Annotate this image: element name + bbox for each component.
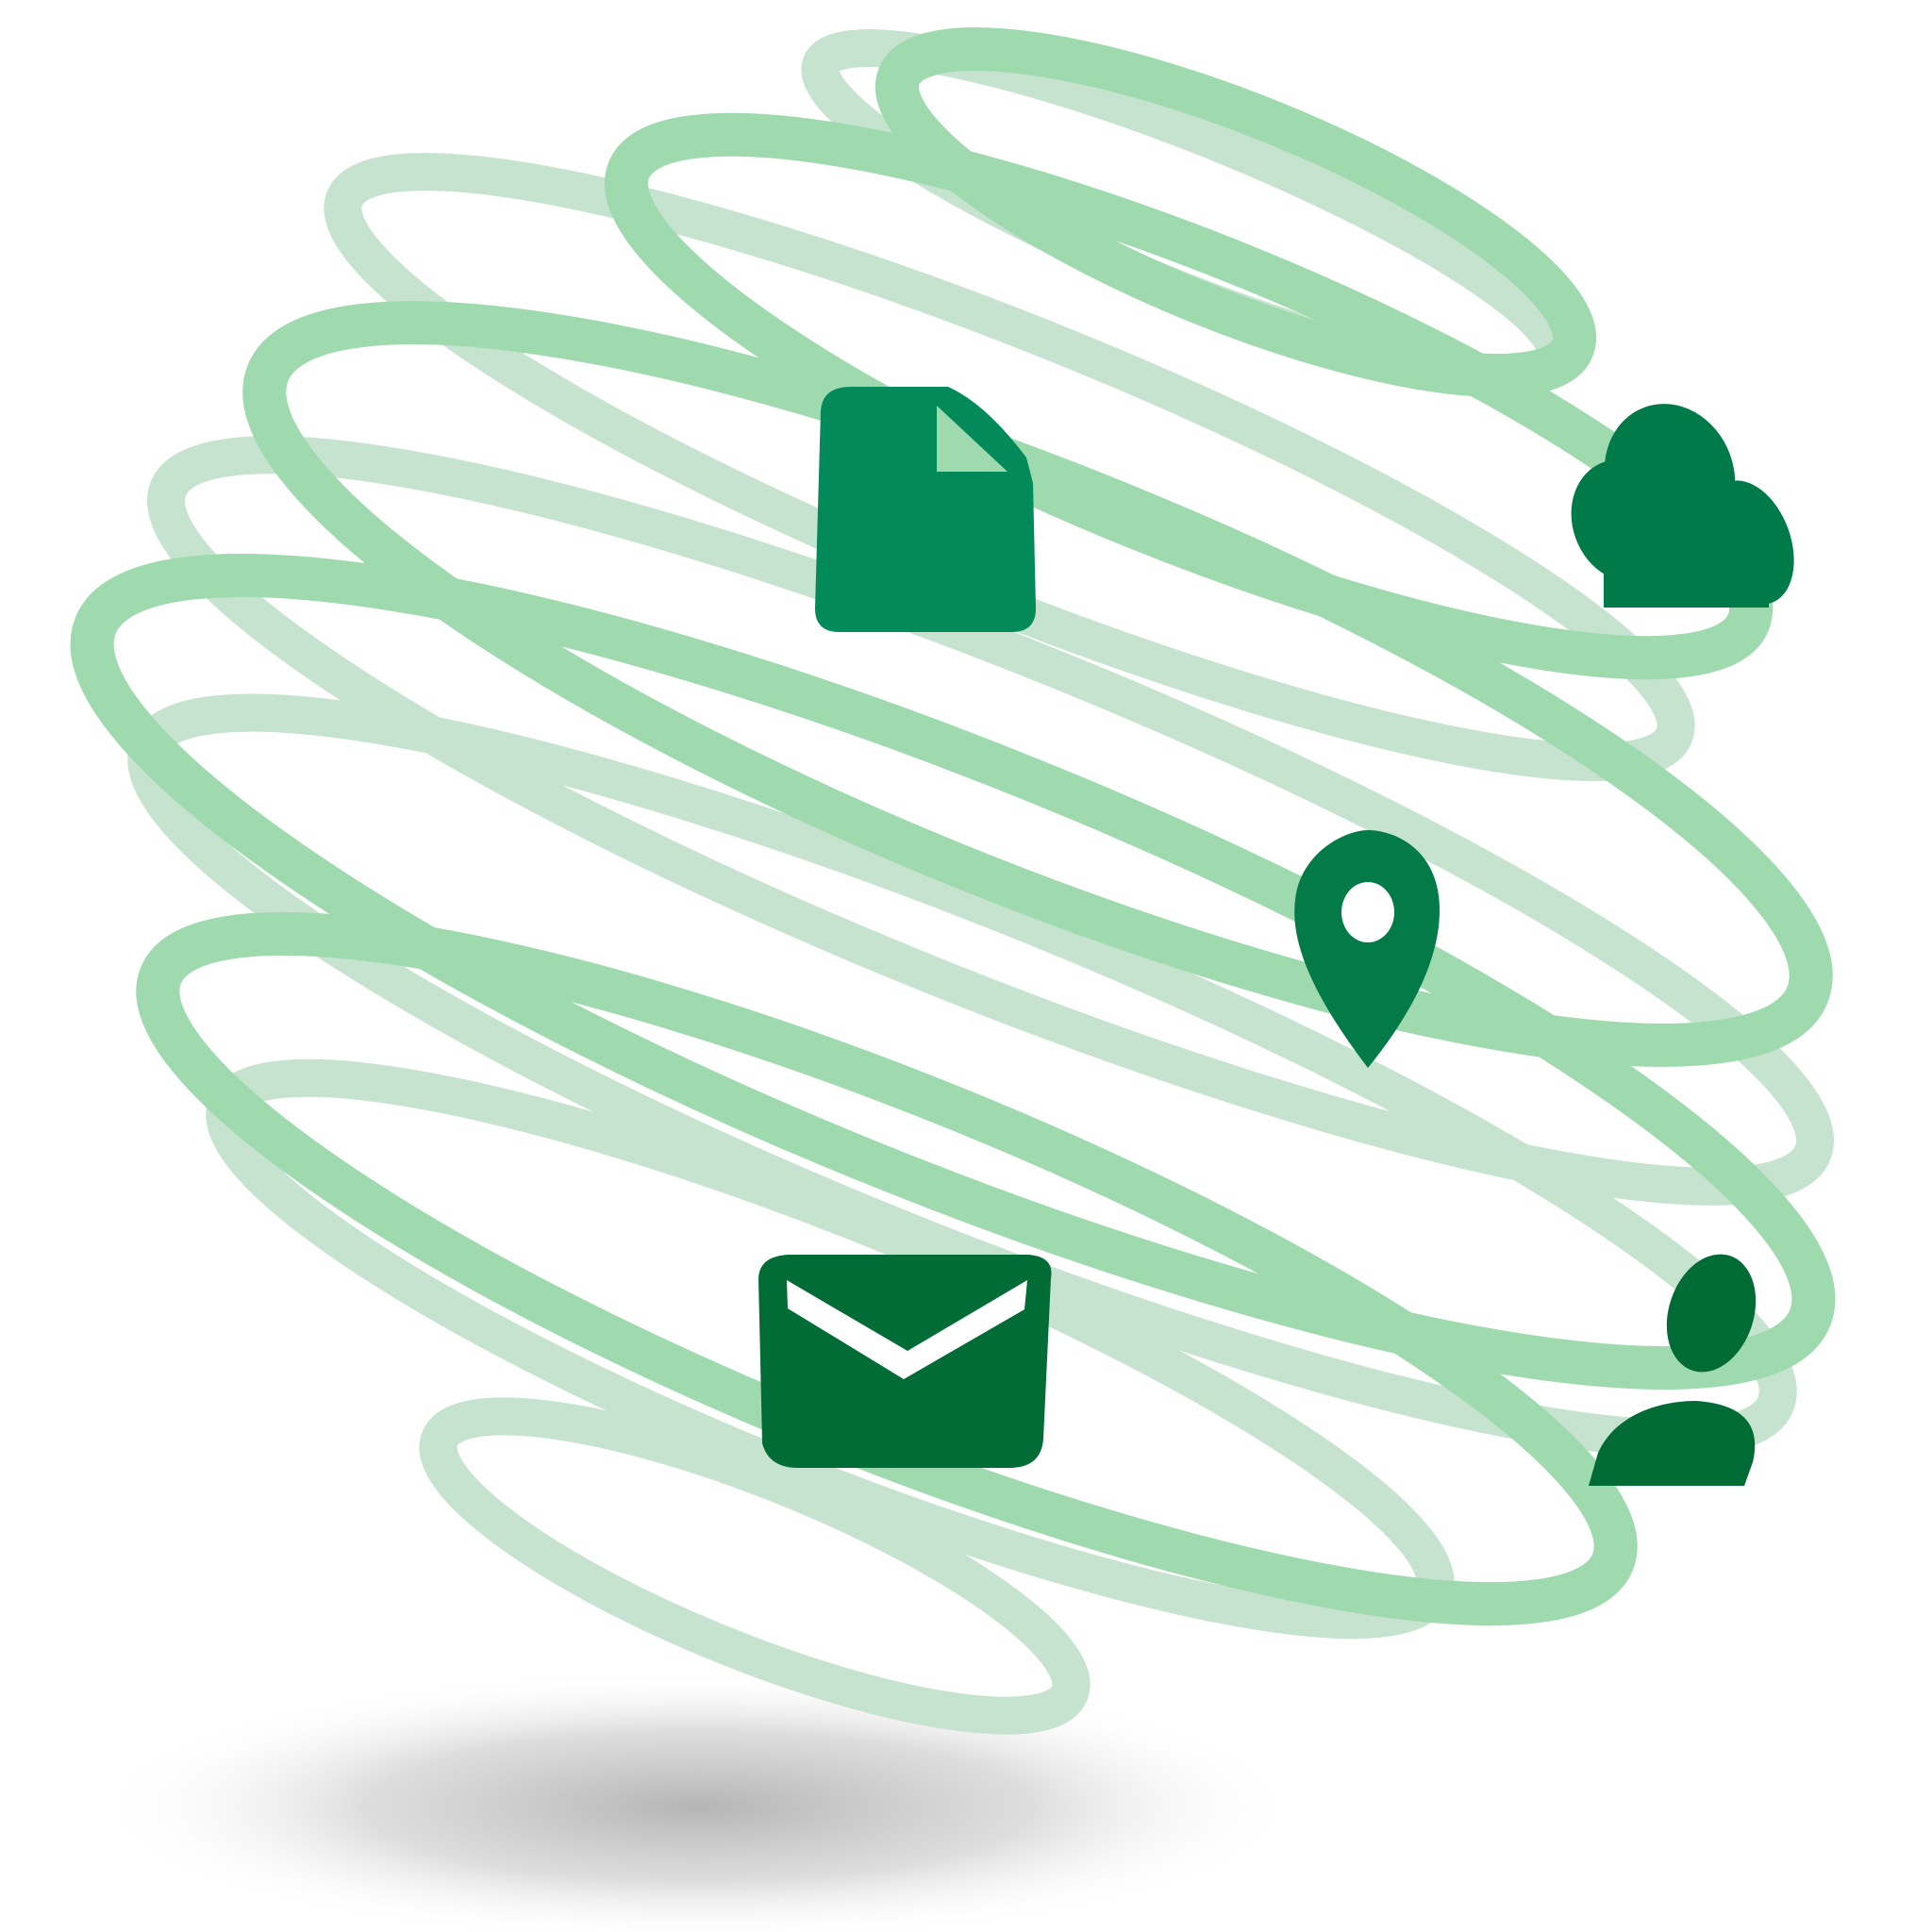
cloud-puff-top — [1604, 404, 1736, 549]
cloud-icon — [1571, 404, 1794, 608]
location-pin-icon — [1294, 830, 1440, 1068]
location-pin-hole — [1341, 882, 1394, 942]
mail-icon — [758, 1255, 1052, 1468]
front-ring — [874, 27, 1597, 397]
document-fold — [937, 406, 1008, 472]
front-rings — [70, 27, 1836, 1626]
back-ring — [419, 1397, 1091, 1735]
location-pin-body — [1294, 830, 1440, 1068]
user-body — [1589, 1401, 1756, 1486]
document-icon — [815, 387, 1036, 632]
user-head — [1666, 1254, 1757, 1373]
ground-shadow — [94, 1670, 1302, 1932]
document-body — [815, 387, 1036, 632]
cloud-base — [1604, 528, 1769, 608]
front-ring — [242, 301, 1833, 1067]
user-icon — [1589, 1254, 1757, 1486]
mail-flap — [787, 1280, 1027, 1379]
back-ring — [146, 436, 1835, 1206]
front-ring — [70, 554, 1836, 1390]
